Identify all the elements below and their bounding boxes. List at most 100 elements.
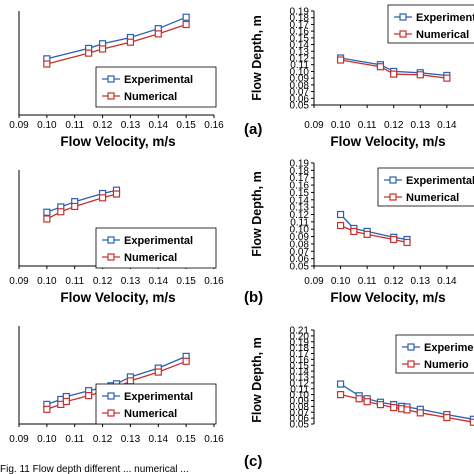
x-tick-label: 0.10 [37, 120, 57, 131]
x-tick-label: 0.11 [65, 120, 84, 131]
series-line-numerical [46, 23, 187, 65]
chart-panel-4: 0.09 0.10 0.11 0.12 0.13 0.140.050.060.070.08… [244, 159, 474, 306]
data-point-numerical [182, 20, 190, 29]
legend-swatch-marker [107, 253, 115, 261]
x-axis-label: Flow Velocity, m/s [60, 290, 175, 305]
legend-swatch-marker [107, 75, 115, 83]
data-point-numerical [416, 409, 424, 417]
x-tick-label: 0.13 [121, 434, 141, 445]
data-point-experimental [43, 208, 51, 216]
x-tick-label: 0.14 [149, 434, 169, 445]
legend-swatch-marker [107, 236, 115, 244]
data-point-numerical [126, 377, 135, 385]
chart-panel-1: 0.09 0.10 0.11 0.12 0.13 0.14 0.15 0.16 Flow Vel… [9, 11, 224, 149]
data-point-numerical [376, 401, 385, 409]
x-tick-label: 0.16 [204, 276, 224, 287]
legend-box [95, 383, 217, 425]
x-tick-label: 0.15 [176, 276, 196, 287]
data-point-numerical [443, 413, 451, 422]
y-tick-label: 0.14 [290, 367, 310, 378]
y-tick-label: 0.12 [290, 54, 310, 65]
data-point-numerical [390, 235, 398, 244]
y-tick-label: 0.10 [290, 390, 310, 401]
x-tick-label: 0.09 [9, 276, 29, 287]
y-tick-label: 0.06 [290, 414, 310, 425]
y-tick-label: 0.07 [290, 247, 310, 258]
legend-swatch-marker [407, 360, 415, 368]
y-tick-label: 0.11 [290, 60, 309, 71]
data-point-numerical [71, 202, 79, 211]
y-tick-label: 0.15 [290, 188, 310, 199]
x-tick-label: 0.15 [176, 434, 196, 445]
y-tick-label: 0.14 [290, 195, 310, 206]
x-tick-label: 0.13 [411, 120, 431, 131]
y-tick-label: 0.19 [290, 159, 310, 170]
x-tick-label: 0.09 [304, 120, 324, 131]
data-point-experimental [182, 13, 190, 21]
data-point-numerical [363, 398, 371, 406]
y-tick-label: 0.12 [290, 378, 310, 389]
y-tick-label: 0.16 [290, 355, 310, 366]
series-line-experimental [46, 16, 187, 60]
data-point-numerical [350, 227, 358, 236]
y-tick-label: 0.13 [290, 203, 310, 214]
y-tick-label: 0.06 [290, 94, 310, 105]
data-point-numerical [336, 391, 345, 399]
y-tick-label: 0.09 [290, 232, 310, 243]
y-tick-label: 0.18 [290, 13, 310, 24]
data-point-numerical [98, 45, 107, 53]
data-point-numerical [390, 70, 398, 78]
legend-entry: Numerical [416, 29, 469, 41]
panel-label: (a) [244, 121, 262, 138]
data-point-numerical [403, 238, 411, 247]
chart-panel-3: 0.09 0.10 0.11 0.12 0.13 0.14 0.15 0.16 Flow Vel… [9, 170, 224, 305]
data-point-numerical [336, 56, 345, 64]
x-tick-label: 0.14 [149, 120, 169, 131]
data-point-numerical [182, 357, 190, 365]
panel-label: (b) [244, 289, 263, 306]
y-tick-label: 0.08 [290, 239, 310, 250]
x-tick-label: 0.10 [331, 120, 351, 131]
y-tick-label: 0.17 [290, 20, 310, 31]
data-point-numerical [336, 221, 345, 230]
data-point-numerical [85, 49, 93, 57]
y-tick-label: 0.12 [290, 210, 310, 221]
x-tick-label: 0.13 [411, 276, 431, 287]
y-tick-label: 0.17 [290, 173, 310, 184]
y-tick-label: 0.08 [290, 80, 310, 91]
x-tick-label: 0.14 [149, 276, 169, 287]
y-axis-label: Flow Depth, m [250, 15, 264, 100]
data-point-experimental [336, 380, 345, 388]
data-point-numerical [126, 38, 135, 46]
legend-swatch-marker [399, 30, 407, 38]
x-tick-label: 0.09 [9, 434, 29, 445]
y-tick-label: 0.13 [290, 373, 310, 384]
x-tick-label: 0.10 [37, 276, 57, 287]
x-tick-label: 0.16 [204, 120, 224, 131]
x-tick-label: 0.15 [176, 120, 196, 131]
legend-entry: Numerical [124, 408, 177, 420]
data-point-numerical [363, 230, 371, 238]
chart-panel-2: 0.09 0.10 0.11 0.12 0.13 0.140.050.060.070.08… [244, 4, 474, 149]
y-tick-label: 0.19 [290, 337, 310, 348]
x-tick-label: 0.12 [93, 120, 113, 131]
data-point-numerical [43, 60, 51, 68]
data-point-experimental [336, 210, 345, 219]
data-point-numerical [469, 418, 474, 426]
y-tick-label: 0.05 [290, 420, 310, 431]
data-point-numerical [57, 208, 65, 216]
legend-swatch-marker [107, 409, 115, 417]
y-tick-label: 0.11 [290, 217, 309, 228]
x-tick-label: 0.14 [437, 276, 457, 287]
chart-panel-6: 0.050.060.070.080.090.100.110.120.130.14… [244, 326, 474, 470]
x-tick-label: 0.16 [204, 434, 224, 445]
y-tick-label: 0.19 [290, 7, 310, 18]
data-point-numerical [355, 395, 363, 403]
y-tick-label: 0.07 [290, 87, 310, 98]
y-tick-label: 0.15 [290, 33, 310, 44]
data-point-numerical [98, 194, 107, 202]
data-point-numerical [376, 63, 385, 71]
data-point-numerical [443, 74, 451, 82]
y-tick-label: 0.18 [290, 166, 310, 177]
